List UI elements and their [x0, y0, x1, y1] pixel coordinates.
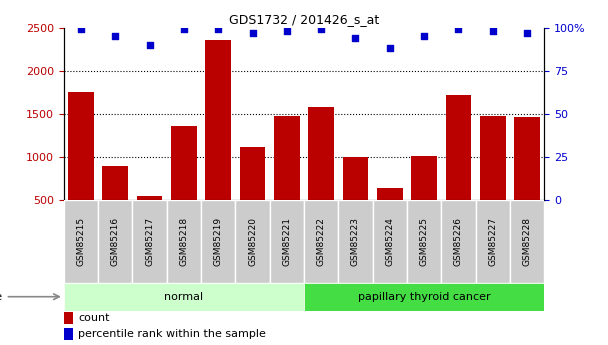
Text: papillary thyroid cancer: papillary thyroid cancer [358, 292, 491, 302]
FancyBboxPatch shape [510, 200, 544, 283]
Bar [64, 328, 74, 340]
Point [282, 28, 292, 34]
FancyBboxPatch shape [373, 200, 407, 283]
FancyBboxPatch shape [270, 200, 304, 283]
Text: percentile rank within the sample: percentile rank within the sample [78, 329, 266, 339]
Text: GSM85224: GSM85224 [385, 217, 394, 266]
Text: GSM85223: GSM85223 [351, 217, 360, 266]
Point [111, 33, 120, 39]
Text: GSM85225: GSM85225 [420, 217, 429, 266]
FancyBboxPatch shape [304, 283, 544, 310]
FancyBboxPatch shape [98, 200, 133, 283]
Point [419, 33, 429, 39]
Bar [446, 95, 471, 200]
Point [385, 46, 395, 51]
Bar [240, 147, 266, 200]
Text: GSM85216: GSM85216 [111, 217, 120, 266]
FancyBboxPatch shape [133, 200, 167, 283]
Point [488, 28, 497, 34]
Point [213, 27, 223, 32]
FancyBboxPatch shape [304, 200, 338, 283]
Text: GSM85228: GSM85228 [522, 217, 531, 266]
Text: GSM85227: GSM85227 [488, 217, 497, 266]
Point [316, 27, 326, 32]
Bar [480, 117, 506, 200]
FancyBboxPatch shape [64, 283, 304, 310]
Text: GSM85219: GSM85219 [214, 217, 223, 266]
Point [247, 30, 257, 36]
Bar [68, 92, 94, 200]
Bar [102, 166, 128, 200]
FancyBboxPatch shape [201, 200, 235, 283]
Bar [171, 126, 197, 200]
Bar [64, 312, 74, 324]
Bar [137, 196, 162, 200]
Point [179, 27, 188, 32]
Bar [206, 40, 231, 200]
FancyBboxPatch shape [475, 200, 510, 283]
FancyBboxPatch shape [64, 200, 98, 283]
FancyBboxPatch shape [235, 200, 270, 283]
Point [76, 27, 86, 32]
FancyBboxPatch shape [167, 200, 201, 283]
Text: GSM85221: GSM85221 [282, 217, 291, 266]
Title: GDS1732 / 201426_s_at: GDS1732 / 201426_s_at [229, 13, 379, 27]
Text: disease state: disease state [0, 292, 2, 302]
Text: GSM85217: GSM85217 [145, 217, 154, 266]
Bar [514, 117, 540, 200]
Bar [411, 156, 437, 200]
Text: normal: normal [164, 292, 204, 302]
Bar [342, 157, 368, 200]
Text: GSM85220: GSM85220 [248, 217, 257, 266]
Text: GSM85226: GSM85226 [454, 217, 463, 266]
Text: GSM85215: GSM85215 [77, 217, 86, 266]
Bar [308, 107, 334, 200]
Point [351, 35, 361, 41]
FancyBboxPatch shape [338, 200, 373, 283]
Point [522, 30, 532, 36]
Point [454, 27, 463, 32]
Point [145, 42, 154, 48]
Bar [274, 117, 300, 200]
Text: count: count [78, 313, 110, 323]
Text: GSM85222: GSM85222 [317, 217, 326, 266]
FancyBboxPatch shape [407, 200, 441, 283]
Text: GSM85218: GSM85218 [179, 217, 188, 266]
FancyBboxPatch shape [441, 200, 475, 283]
Bar [377, 188, 402, 200]
